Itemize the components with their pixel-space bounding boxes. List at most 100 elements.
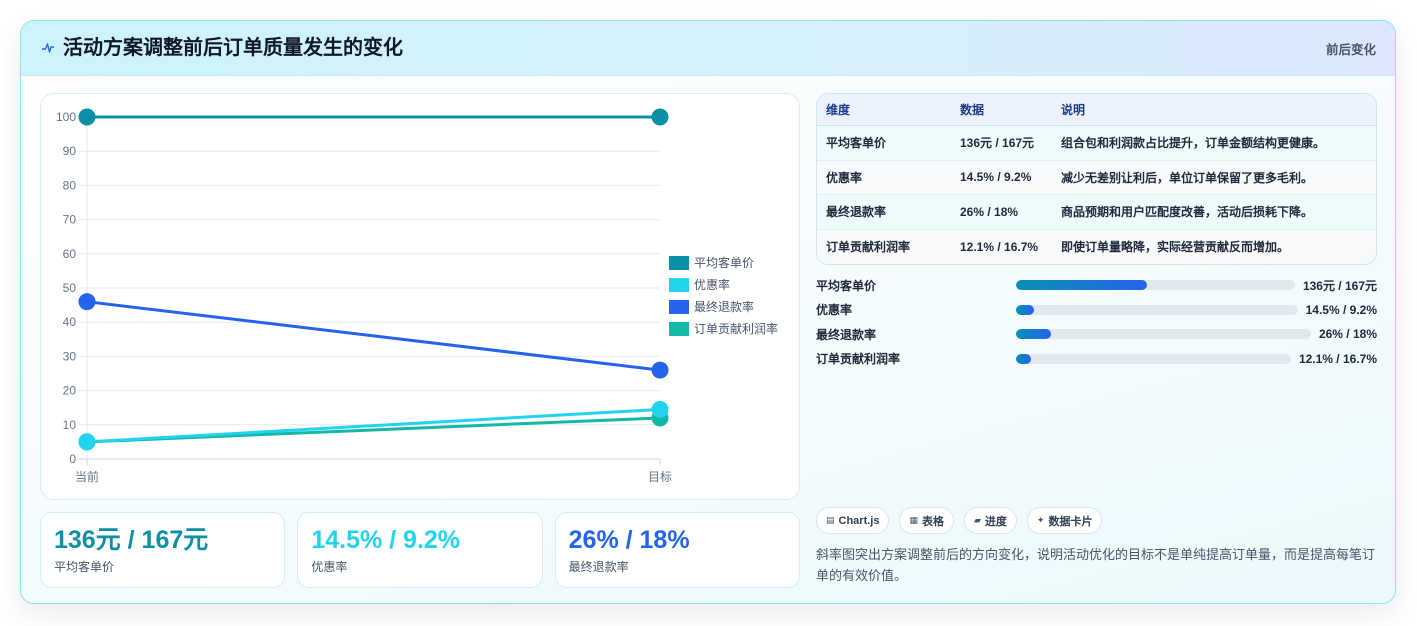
table-header-cell: 数据 [960,103,985,117]
table-cell-note: 组合包和利润款占比提升，订单金额结构更健康。 [1061,136,1326,151]
kpi-value: 14.5% / 9.2% [311,526,461,554]
progress-label: 最终退款率 [816,327,877,342]
legend-item[interactable]: 最终退款率 [669,299,754,314]
chip-progress: ▰ 进度 [964,507,1017,534]
progress-row: 订单贡献利润率 12.1% / 16.7% [816,347,1377,372]
legend-item[interactable]: 优惠率 [669,277,730,292]
progress-track [1016,329,1311,340]
chip-label: 表格 [922,515,944,528]
progress-fill [1016,280,1148,291]
table-cell-data: 26% / 18% [960,204,1019,219]
left-panel: 0 10 20 30 40 50 60 70 80 90 100 当前 目标 平均客单价 优惠率 最终退款率订… [40,93,800,588]
table-cell-dimension: 优惠率 [826,170,863,185]
progress-fill [1016,329,1052,340]
y-tick-label: 40 [63,315,77,329]
legend-label: 最终退款率 [694,299,754,314]
y-tick-label: 20 [63,384,77,398]
data-point [651,361,669,379]
kpi-row: 136元 / 167元 平均客单价 14.5% / 9.2% 优惠率 26% /… [40,512,800,588]
table-cell-dimension: 订单贡献利润率 [826,240,911,255]
notes-section: ▤ Chart.js ▦ 表格 ▰ 进度 ✦ 数据卡片 [816,507,1377,586]
x-tick-label: 目标 [648,470,672,484]
progress-fill [1016,353,1032,364]
y-tick-label: 0 [69,452,76,466]
card-body: 0 10 20 30 40 50 60 70 80 90 100 当前 目标 平均客单价 优惠率 最终退款率订… [21,76,1395,603]
table-row: 平均客单价 136元 / 167元 组合包和利润款占比提升，订单金额结构更健康。 [817,126,1376,161]
table-cell-data: 14.5% / 9.2% [960,170,1032,185]
legend-swatch [669,256,689,270]
card-header: 活动方案调整前后订单质量发生的变化 前后变化 [21,21,1395,76]
chip-label: 数据卡片 [1048,515,1093,528]
y-tick-label: 90 [63,144,77,158]
table-row: 最终退款率 26% / 18% 商品预期和用户匹配度改善，活动后损耗下降。 [817,195,1376,230]
legend-label: 优惠率 [694,277,730,292]
kpi-card: 136元 / 167元 平均客单价 [40,512,286,588]
dashboard-card: 活动方案调整前后订单质量发生的变化 前后变化 0 10 20 30 40 50 60 70 80… [20,20,1396,604]
progress-label: 优惠率 [816,303,853,318]
chart-svg: 0 10 20 30 40 50 60 70 80 90 100 当前 目标 平均客单价优惠率最终退款率订… [56,108,778,484]
series-line [85,407,662,444]
table-cell-data: 12.1% / 16.7% [960,239,1039,254]
progress-value: 26% / 18% [1318,327,1377,342]
tech-chips: ▤ Chart.js ▦ 表格 ▰ 进度 ✦ 数据卡片 [816,507,1377,534]
table-header-cell: 维度 [826,103,851,117]
table-cell-data: 136元 / 167元 [960,136,1035,151]
progress-fill [1016,304,1035,315]
table-row: 订单贡献利润率 12.1% / 16.7% 即使订单量略降，实际经营贡献反而增加… [817,229,1376,264]
legend-label: 订单贡献利润率 [694,321,778,336]
table-header-row: 维度 数据 说明 [817,94,1376,126]
data-table: 维度 数据 说明 平均客单价 136元 / 167元 组合包和利润款占比提升，订… [816,93,1377,265]
data-point [651,400,669,418]
progress-track [1016,353,1291,364]
progress-row: 最终退款率 26% / 18% [816,322,1377,347]
header-tag: 前后变化 [1325,42,1376,57]
kpi-label: 平均客单价 [54,560,115,574]
page-title: 活动方案调整前后订单质量发生的变化 [63,37,403,59]
table-cell-dimension: 平均客单价 [826,136,887,151]
pulse-icon [42,43,54,53]
chip-label: Chart.js [838,514,880,527]
sparkle-icon: ✦ [1036,515,1045,526]
series-line [85,300,662,372]
chart-description: 斜率图突出方案调整前后的方向变化，说明活动优化的目标不是单纯提高订单量，而是提高… [816,547,1376,583]
data-point [651,108,669,126]
progress-label: 订单贡献利润率 [816,352,901,367]
y-tick-label: 60 [63,247,77,261]
chip-data-cards: ✦ 数据卡片 [1026,507,1103,534]
table-icon: ▦ [909,515,918,526]
progress-value: 136元 / 167元 [1302,278,1377,293]
progress-row: 优惠率 14.5% / 9.2% [816,298,1377,323]
table-row: 优惠率 14.5% / 9.2% 减少无差别让利后，单位订单保留了更多毛利。 [817,160,1376,195]
table-cell-note: 商品预期和用户匹配度改善，活动后损耗下降。 [1061,205,1314,220]
legend-swatch [669,322,689,336]
y-tick-label: 100 [56,110,76,124]
legend-swatch [669,300,689,314]
progress-icon: ▰ [974,515,981,526]
y-tick-label: 80 [63,178,77,192]
data-point [78,433,96,451]
x-tick-label: 当前 [75,469,99,484]
y-tick-label: 30 [63,349,77,363]
y-tick-label: 70 [63,213,77,227]
y-tick-label: 50 [63,281,77,295]
table-cell-dimension: 最终退款率 [826,205,887,220]
legend-item[interactable]: 订单贡献利润率 [669,321,778,336]
slope-chart: 0 10 20 30 40 50 60 70 80 90 100 当前 目标 平均客单价 优惠率 最终退款率订… [40,93,800,500]
kpi-value: 26% / 18% [568,526,690,554]
right-panel: 维度 数据 说明 平均客单价 136元 / 167元 组合包和利润款占比提升，订… [816,93,1377,586]
progress-row: 平均客单价 136元 / 167元 [816,273,1377,298]
progress-value: 14.5% / 9.2% [1305,302,1377,317]
kpi-card: 14.5% / 9.2% 优惠率 [297,512,543,588]
progress-label: 平均客单价 [816,278,877,293]
data-point [78,293,96,311]
table-cell-note: 减少无差别让利后，单位订单保留了更多毛利。 [1061,170,1314,185]
progress-track [1016,304,1298,315]
chart-icon: ▤ [826,515,835,526]
progress-list: 平均客单价 136元 / 167元 优惠率 14.5% / 9.2% 最终退款率 [816,273,1377,371]
kpi-label: 最终退款率 [568,560,629,574]
table-cell-note: 即使订单量略降，实际经营贡献反而增加。 [1061,240,1290,255]
kpi-label: 优惠率 [311,560,348,574]
legend-item[interactable]: 平均客单价 [669,255,754,270]
chip-label: 进度 [984,515,1007,528]
title-group: 活动方案调整前后订单质量发生的变化 [42,36,403,60]
